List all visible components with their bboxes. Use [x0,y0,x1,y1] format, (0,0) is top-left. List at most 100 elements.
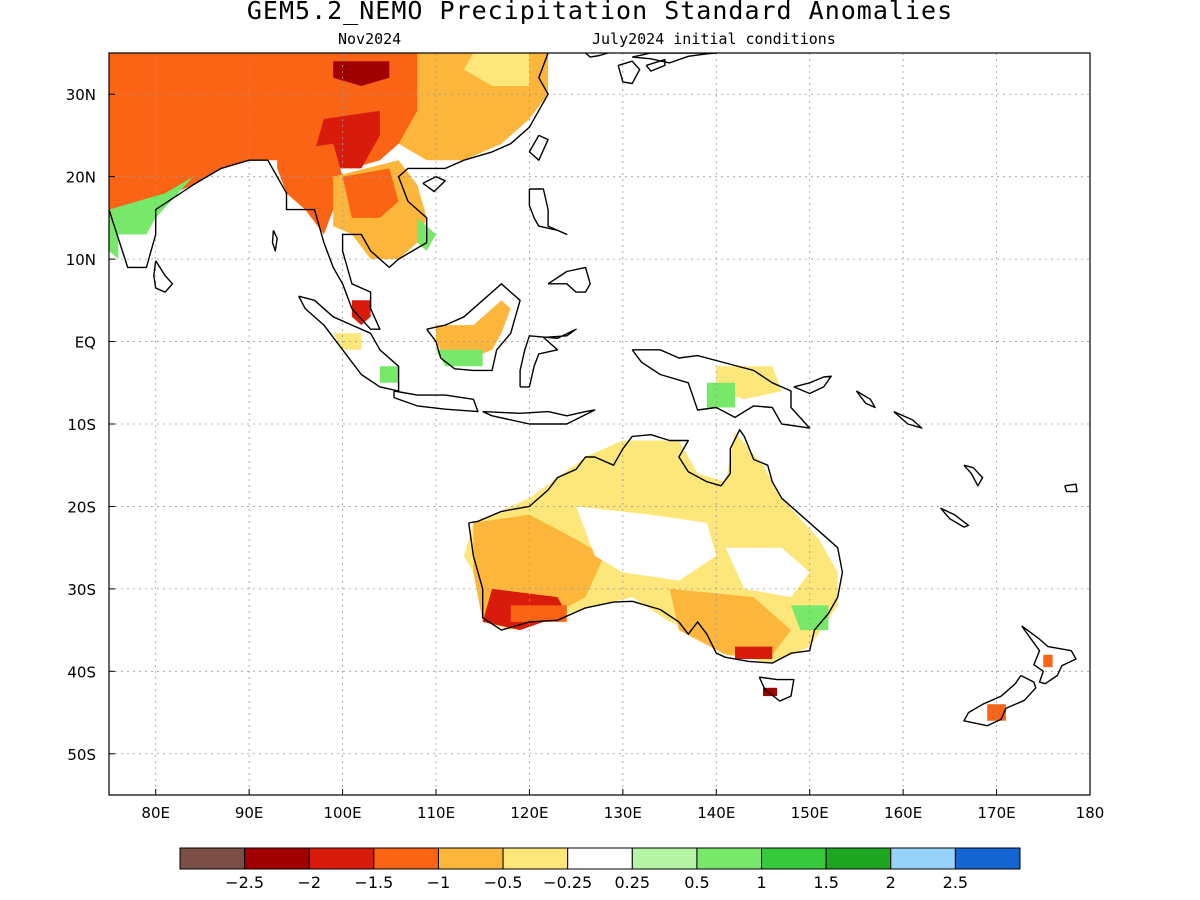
coastline-sulawesi [519,328,577,388]
lon-label-140: 140E [697,804,735,822]
colorbar-label-11: 2.5 [943,873,968,892]
colorbar-label-10: 2 [886,873,896,892]
coastline-java [393,390,479,413]
lon-label-180: 180 [1076,804,1105,822]
lon-label-160: 160E [884,804,922,822]
lon-label-120: 120E [510,804,548,822]
coastline-nz-south [963,674,1037,727]
colorbar-label-4: −0.5 [484,873,523,892]
colorbar-label-1: −2 [297,873,321,892]
lat-label-20S: 20S [67,498,96,516]
anomaly-nz-north-orange [1043,654,1053,668]
forecast-month: Nov2024 [338,30,402,48]
anomaly-tibet-core-deep [333,61,390,86]
colorbar-swatch-11 [890,847,956,870]
coastline-new-guinea [631,349,811,429]
lon-label-100: 100E [324,804,362,822]
anomaly-borneo-south-green [436,349,483,367]
axis-ticks: 80E 90E 100E 110E 120E 130E 140E 150E 160E 170E 18… [66,86,1105,822]
coastline-luzon [528,188,568,236]
coastline-japan-honshu [632,53,717,64]
anomaly-borneo [436,300,511,358]
initial-conditions: July2024 initial conditions [592,30,836,48]
anomaly-australia-victoria-red [735,646,773,659]
lon-label-130: 130E [604,804,642,822]
coastline-timor-arc [482,409,596,425]
colorbar-swatch-0 [179,847,246,870]
coastline-hainan [422,175,446,193]
colorbar: −2.5 −2 −1.5 −1 −0.5 −0.25 0.25 0.5 1 1.5 2 2.5 [179,847,1021,892]
coastline-japan-kyushu [617,60,641,85]
lat-label-50S: 50S [67,746,96,764]
anomaly-india-north-darker [155,61,268,119]
anomaly-australia-south-sw-red [510,605,567,622]
colorbar-swatch-4 [437,847,504,870]
lat-label-40S: 40S [67,663,96,681]
colorbar-swatch-10 [825,847,892,870]
lat-label-30S: 30S [67,581,96,599]
colorbar-label-3: −1 [427,873,451,892]
anomaly-india-south-white [118,234,147,276]
anomaly-sumatra-light [333,333,362,350]
anomaly-png-green [706,382,735,408]
anomaly-nz-south-orange [987,704,1006,721]
colorbar-label-2: −1.5 [354,873,393,892]
lat-label-EQ: EQ [75,334,96,352]
colorbar-swatch-12 [954,847,1021,870]
coastline-australia [468,429,844,664]
coastline-sri-lanka [153,260,174,293]
colorbar-swatch-3 [373,847,439,870]
coastlines [109,53,1078,727]
coastline-asia-mainland [109,53,549,330]
coastline-nz-north [1021,625,1077,685]
colorbar-label-0: −2.5 [225,873,264,892]
coastline-solomon-2 [893,410,923,429]
anomaly-australia-central-white [576,506,717,581]
anomaly-malaysia-red [351,300,371,326]
colorbar-swatch-1 [244,847,310,870]
map-title: GEM5.2_NEMO Precipitation Standard Anoma… [246,0,954,25]
lon-label-150: 150E [791,804,829,822]
lon-label-80: 80E [141,804,170,822]
coastline-japan-shikoku [645,58,666,72]
lat-label-10N: 10N [66,251,96,269]
anomaly-australia-east-white [725,547,810,598]
colorbar-label-7: 0.5 [684,873,709,892]
coastline-borneo [426,283,521,372]
coastline-solomon-1 [855,390,876,409]
coastline-fiji [1064,483,1078,493]
lon-label-110: 110E [417,804,455,822]
colorbar-swatch-7 [631,847,698,870]
coastline-new-caledonia [939,507,970,528]
anomaly-indochina-core [342,168,399,218]
graticule [109,53,1090,795]
lat-label-20N: 20N [66,169,96,187]
anomaly-china-northeast-light [464,53,530,86]
anomaly-layer [109,53,1053,721]
colorbar-label-5: −0.25 [543,873,592,892]
colorbar-label-8: 1 [756,873,766,892]
lon-label-170: 170E [978,804,1016,822]
colorbar-swatch-9 [761,847,827,870]
colorbar-swatch-5 [502,847,569,870]
coastline-taiwan [528,134,549,161]
colorbar-swatch-6 [567,847,633,870]
colorbar-label-9: 1.5 [813,873,838,892]
colorbar-label-6: 0.25 [614,873,650,892]
coastline-vanuatu [963,464,984,487]
lat-label-30N: 30N [66,86,96,104]
coastline-sumatra [298,295,400,392]
coastline-tasmania [758,676,795,702]
colorbar-swatch-8 [696,847,763,870]
anomaly-java-green [379,366,399,383]
anomaly-myanmar [277,143,343,235]
colorbar-swatch-2 [308,847,375,870]
lat-label-10S: 10S [67,416,96,434]
anomaly-australia-southeast [669,588,791,655]
coastline-mindanao [547,266,591,293]
lon-label-90: 90E [235,804,264,822]
coastline-andaman [271,230,278,252]
map-background [109,53,1090,795]
coastline-new-britain [793,375,832,395]
